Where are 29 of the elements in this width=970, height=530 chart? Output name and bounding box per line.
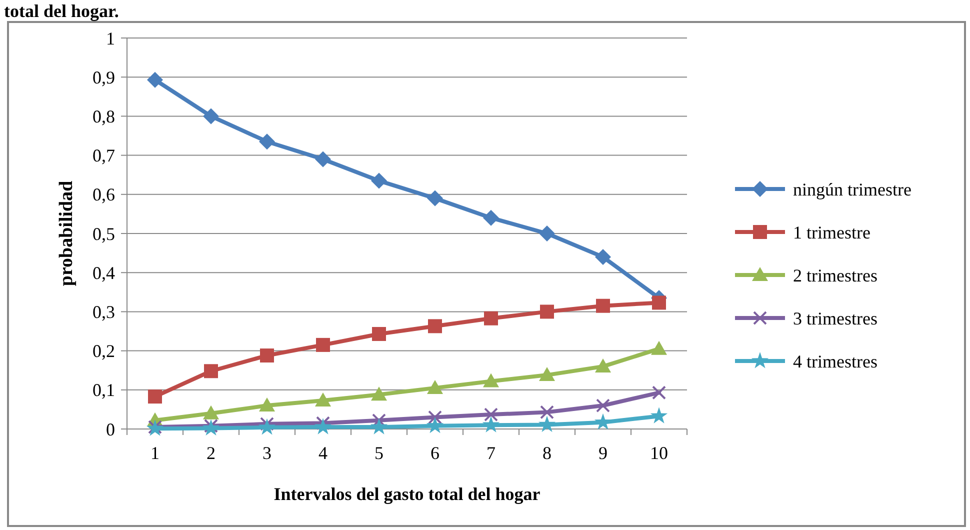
y-tick-label: 0,7 <box>92 146 115 166</box>
x-axis-title: Intervalos del gasto total del hogar <box>274 484 540 504</box>
legend-label: ningún trimestre <box>793 179 912 200</box>
y-tick-label: 0,6 <box>92 184 115 205</box>
x-tick-label: 5 <box>374 443 384 463</box>
y-tick-label: 0,2 <box>92 341 115 362</box>
x-tick-label: 9 <box>598 443 608 463</box>
text: total del hogar. <box>4 1 119 21</box>
y-tick-label: 0,1 <box>92 380 115 400</box>
legend-label: 2 trimestres <box>793 265 878 286</box>
legend-label: 1 trimestre <box>793 222 870 242</box>
legend-label: 4 trimestres <box>793 351 878 372</box>
legend-label: 3 trimestres <box>793 308 878 328</box>
x-tick-label: 10 <box>650 443 668 463</box>
y-tick-label: 0,3 <box>92 302 115 322</box>
x-tick-label: 3 <box>262 443 272 463</box>
y-axis-title: probabilidad <box>56 180 77 286</box>
x-tick-label: 2 <box>206 443 216 463</box>
x-tick-label: 1 <box>150 443 160 463</box>
y-tick-label: 0,8 <box>92 106 115 126</box>
x-tick-label: 7 <box>486 443 496 463</box>
x-tick-label: 8 <box>542 443 552 463</box>
y-tick-label: 0,5 <box>92 224 115 244</box>
y-tick-label: 1 <box>106 28 115 48</box>
y-tick-label: 0,4 <box>92 262 115 283</box>
y-tick-label: 0 <box>106 419 115 440</box>
x-tick-label: 6 <box>430 443 440 463</box>
y-tick-label: 0,9 <box>92 67 115 88</box>
x-tick-label: 4 <box>318 443 328 463</box>
